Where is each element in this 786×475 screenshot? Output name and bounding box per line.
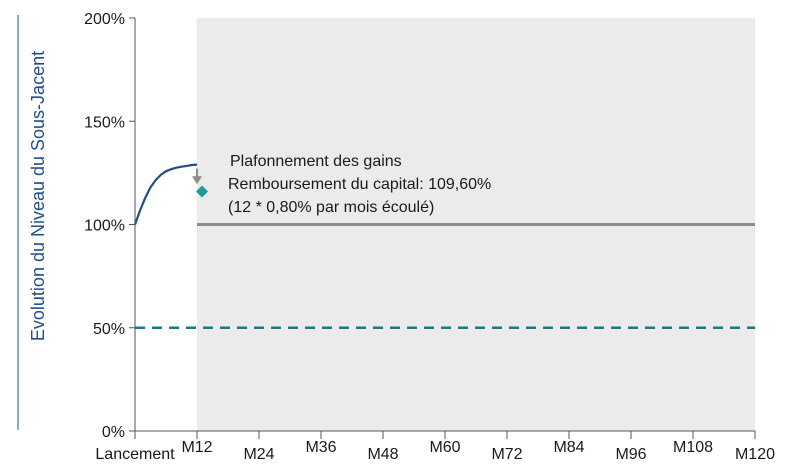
x-tick-label: M120 <box>735 446 775 463</box>
x-tick-label: M108 <box>673 439 713 456</box>
y-tick-label: 50% <box>93 321 125 338</box>
x-tick-label: M36 <box>305 439 336 456</box>
x-tick-label: M84 <box>553 439 584 456</box>
annotation-line-1: Plafonnement des gains <box>230 153 402 170</box>
x-tick-label: M24 <box>243 446 274 463</box>
arrow-head <box>192 176 202 185</box>
annotation-line-3: (12 * 0,80% par mois écoulé) <box>228 199 434 216</box>
y-axis-label: Evolution du Niveau du Sous-Jacent <box>28 51 48 341</box>
x-tick-label: Lancement <box>95 446 175 463</box>
x-tick-label: M48 <box>367 446 398 463</box>
x-tick-label: M12 <box>181 439 212 456</box>
series-line-0 <box>133 163 198 225</box>
y-tick-label: 0% <box>102 424 125 441</box>
y-tick-label: 150% <box>84 114 125 131</box>
x-tick-label: M96 <box>615 446 646 463</box>
y-tick-label: 100% <box>84 218 125 235</box>
x-tick-label: M60 <box>429 439 460 456</box>
marker-diamond <box>196 185 208 198</box>
annotation-line-2: Remboursement du capital: 109,60% <box>228 176 491 193</box>
x-tick-label: M72 <box>491 446 522 463</box>
y-tick-label: 200% <box>84 11 125 28</box>
